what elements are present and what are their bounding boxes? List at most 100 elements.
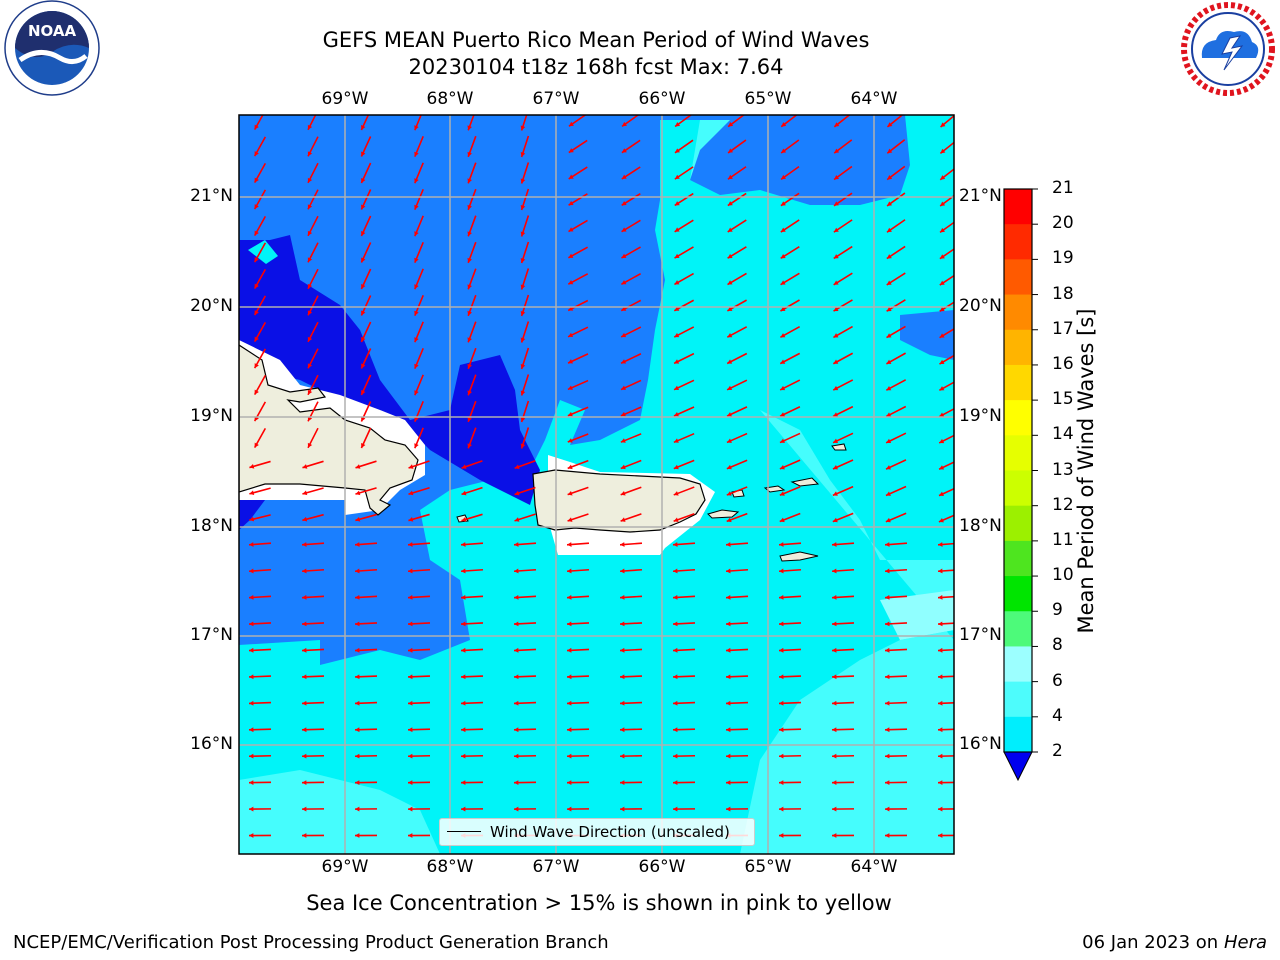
wave-arrow-head xyxy=(355,647,360,653)
lon-label-bottom: 64°W xyxy=(850,857,898,877)
wave-arrow-head xyxy=(886,386,892,391)
wave-arrow-head xyxy=(832,621,837,627)
wave-band-4-6-spot xyxy=(248,240,278,264)
wave-arrow-head xyxy=(674,174,680,180)
colorbar-under-triangle xyxy=(1003,751,1033,782)
wave-arrow-head xyxy=(461,674,466,680)
wave-arrow-head xyxy=(673,753,678,759)
wave-arrow-head xyxy=(414,337,419,343)
wave-arrow-head xyxy=(514,464,520,469)
wave-arrow-head xyxy=(673,464,679,470)
wave-arrow-head xyxy=(567,438,573,443)
wave-arrow-head xyxy=(938,621,943,627)
wave-arrow-head xyxy=(249,674,254,680)
colorbar-tick-label: 9 xyxy=(1052,600,1063,621)
wave-arrow-head xyxy=(520,178,526,184)
colorbar-segment xyxy=(1004,505,1032,542)
wave-arrow-head xyxy=(621,148,627,153)
wave-arrow-head xyxy=(779,700,784,706)
wave-arrow-head xyxy=(520,284,526,290)
lat-label-left: 18°N xyxy=(190,516,233,536)
wave-arrow-head xyxy=(727,412,733,417)
footer-right: 06 Jan 2023 on Hera xyxy=(1082,932,1267,953)
wave-arrow-head xyxy=(620,411,626,417)
wave-arrow-head xyxy=(727,333,733,338)
footer-date: 06 Jan 2023 on xyxy=(1082,932,1219,953)
title-line1: GEFS MEAN Puerto Rico Mean Period of Win… xyxy=(322,28,870,52)
wave-arrow-head xyxy=(833,438,839,443)
wave-arrow-head xyxy=(885,700,890,706)
wave-arrow-head xyxy=(361,204,366,210)
wave-arrow-head xyxy=(885,542,890,547)
wave-arrow-head xyxy=(780,227,786,233)
wave-arrow-head xyxy=(673,491,679,496)
wave-arrow-head xyxy=(408,674,413,680)
wave-arrow-head xyxy=(520,390,526,396)
wave-arrow-head xyxy=(885,621,890,627)
wave-arrow-head xyxy=(780,201,786,206)
wave-arrow-head xyxy=(567,700,572,706)
map-frame xyxy=(238,114,955,855)
wave-arrow-head xyxy=(568,306,574,311)
wave-arrow-head xyxy=(620,491,626,496)
wave-arrow-head xyxy=(302,464,308,469)
wave-band-6-8-west xyxy=(239,770,440,854)
wave-arrow-head xyxy=(620,517,626,522)
wave-arrow-head xyxy=(467,337,472,343)
wave-arrow-head xyxy=(567,727,572,733)
wave-arrow-head xyxy=(885,647,890,653)
wave-arrow-head xyxy=(307,204,313,210)
wave-arrow-head xyxy=(673,674,678,680)
wave-arrow-head xyxy=(726,464,732,470)
wave-arrow-head xyxy=(461,806,466,812)
colorbar-tick-label: 6 xyxy=(1052,670,1063,691)
wave-arrow-head xyxy=(414,363,419,369)
wave-arrow-head xyxy=(940,227,946,233)
wave-arrow-head xyxy=(514,700,519,706)
wave-arrow-head xyxy=(939,412,945,417)
colorbar-segment xyxy=(1004,435,1032,471)
wave-arrow-head xyxy=(355,700,360,706)
wave-arrow-head xyxy=(355,516,361,522)
wave-arrow-head xyxy=(779,674,784,680)
wave-arrow-head xyxy=(832,491,838,496)
wave-arrow-head xyxy=(885,568,890,574)
wave-arrow-head xyxy=(461,464,467,469)
wave-arrow-head xyxy=(779,780,784,786)
wave-arrow-head xyxy=(355,674,360,680)
wave-arrow-head xyxy=(414,178,419,184)
wave-arrow-head xyxy=(887,122,893,127)
wave-arrow-head xyxy=(568,332,574,338)
wave-arrow-head xyxy=(355,568,360,574)
wave-arrow-head xyxy=(414,231,419,237)
wave-arrow-head xyxy=(355,806,360,812)
wave-arrow-head xyxy=(408,806,413,812)
wave-arrow-head xyxy=(520,311,526,316)
lon-label-top: 65°W xyxy=(744,89,792,109)
wave-band-below-2-sw xyxy=(239,500,265,530)
wave-arrow-head xyxy=(779,464,785,470)
wave-arrow-head xyxy=(780,306,786,311)
wind-wave-arrows xyxy=(248,115,954,838)
wave-arrow-head xyxy=(254,442,259,448)
wave-arrow-head xyxy=(886,227,892,233)
wave-arrow-head xyxy=(674,253,680,259)
wave-arrow-head xyxy=(408,568,413,574)
wave-arrow-head xyxy=(355,753,360,759)
wave-arrow-head xyxy=(674,306,680,311)
wave-arrow-head xyxy=(307,336,313,342)
wave-arrow-head xyxy=(361,443,366,448)
wave-arrow-head xyxy=(885,491,891,496)
wave-arrow-head xyxy=(673,700,678,706)
wave-arrow-head xyxy=(780,359,786,364)
wave-arrow-head xyxy=(885,806,890,812)
wave-arrow-head xyxy=(939,438,945,444)
wave-arrow-head xyxy=(887,175,893,180)
wave-arrow-head xyxy=(514,753,519,759)
wave-arrow-head xyxy=(567,490,573,496)
wave-arrow-head xyxy=(514,595,519,600)
wave-arrow-head xyxy=(886,280,892,285)
wave-arrow-head xyxy=(833,412,839,417)
wave-arrow-head xyxy=(461,647,466,653)
